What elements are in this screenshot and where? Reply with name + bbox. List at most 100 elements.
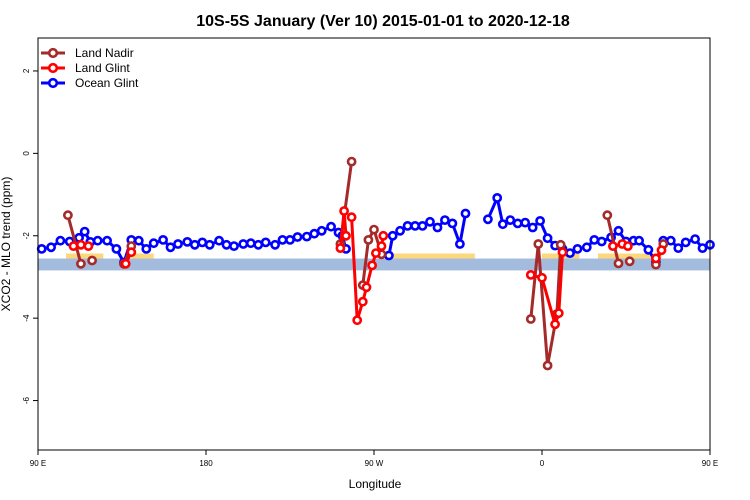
ocean-glint-point [581, 242, 592, 253]
ocean-glint-point [270, 239, 280, 250]
land-glint-point [651, 253, 661, 264]
ocean-glint-point [535, 215, 545, 226]
axes: 90 E 180 90 W 0 90 E 2 0 -2 -4 -6 [22, 68, 718, 468]
land-nadir-point [533, 239, 544, 249]
ocean-glint-point [36, 243, 47, 254]
x-tick-label: 180 [199, 459, 213, 468]
land-glint-point [68, 241, 79, 251]
land-glint-point [557, 247, 568, 258]
land-nadir-point [542, 360, 553, 371]
land-nadir-point [613, 258, 624, 269]
land-nadir-line [66, 214, 83, 265]
ocean-glint-point [395, 225, 405, 236]
ocean-glint-point [79, 226, 90, 237]
land-glint-point [83, 241, 94, 251]
land-glint-point [656, 245, 667, 256]
ocean-glint-point [634, 235, 644, 246]
ocean-glint-point [245, 238, 256, 249]
ocean-glint-point [497, 219, 508, 230]
land-nadir-point [76, 258, 86, 269]
land-glint-point [335, 243, 346, 253]
ocean-glint-point [572, 243, 583, 254]
ocean-glint-point [158, 234, 168, 245]
land-nadir-point [624, 256, 635, 267]
ocean-glint-point [387, 230, 398, 241]
ocean-glint-point [690, 234, 700, 244]
land-nadir-point [369, 224, 379, 235]
ocean-glint-point [520, 217, 531, 228]
ocean-glint-point [492, 192, 503, 203]
ocean-glint-point [527, 222, 538, 233]
plot-area [36, 156, 715, 371]
ocean-glint-point [173, 239, 183, 249]
ocean-glint-point [482, 214, 493, 225]
land-glint-point [346, 212, 357, 223]
y-tick-label: -2 [22, 232, 31, 240]
legend-marker-ocean-glint [47, 77, 59, 89]
ocean-glint-point [277, 234, 288, 245]
land-nadir-line [605, 214, 620, 264]
land-glint-point [608, 241, 618, 251]
ocean-glint-point [505, 215, 516, 225]
land-nadir-point [87, 255, 97, 266]
ocean-glint-point [402, 220, 413, 231]
x-tick-label: 90 E [702, 459, 718, 468]
ocean-glint-point [92, 235, 103, 246]
land-glint-point [352, 315, 363, 326]
land-glint-point [120, 258, 131, 269]
ocean-glint-point [432, 222, 443, 233]
ocean-glint-point [292, 232, 303, 242]
land-glint-point [553, 308, 564, 319]
legend-label-land-nadir: Land Nadir [75, 46, 134, 60]
x-tick-label: 90 W [365, 459, 384, 468]
ocean-glint-point [133, 235, 144, 246]
ocean-glint-point [46, 242, 56, 253]
ocean-glint-point [260, 237, 271, 248]
ocean-glint-point [439, 215, 450, 225]
ocean-glint-point [665, 235, 676, 246]
ocean-glint-point [285, 234, 295, 245]
land-glint-point [370, 248, 381, 258]
land-glint-point [378, 230, 389, 241]
legend-marker-land-glint [47, 62, 59, 74]
ocean-glint-point [680, 237, 691, 248]
land-nadir-point [602, 210, 613, 221]
ocean-glint-point [673, 243, 684, 253]
x-tick-label: 90 E [30, 459, 46, 468]
land-glint-point [76, 239, 86, 250]
ocean-glint-point [182, 236, 193, 247]
ocean-glint-point [141, 243, 152, 254]
ocean-glint-point [111, 243, 122, 254]
y-tick-label: 2 [22, 68, 31, 73]
land-glint-point [537, 272, 547, 283]
ocean-glint-point [55, 235, 66, 246]
land-nadir-point [525, 314, 536, 324]
chart-title: 10S-5S January (Ver 10) 2015-01-01 to 20… [196, 13, 570, 30]
ocean-glint-point [417, 220, 428, 231]
ocean-glint-point [460, 208, 471, 219]
land-glint-point [341, 230, 351, 241]
land-nadir-point [555, 239, 566, 250]
ocean-glint-point [326, 221, 336, 232]
ocean-glint-point [425, 216, 435, 227]
land-glint-point [376, 241, 387, 251]
ocean-glint-point [229, 241, 239, 251]
y-tick-label: -6 [22, 396, 31, 404]
ocean-glint-point [189, 239, 200, 250]
land-glint-point [367, 260, 377, 271]
ocean-glint-point [238, 239, 249, 249]
ocean-glint-point [102, 235, 112, 246]
ocean-glint-point [542, 233, 553, 244]
ocean-glint-point [589, 234, 600, 245]
land-glint-point [525, 269, 536, 280]
x-axis-label: Longitude [349, 477, 402, 491]
y-tick-label: 0 [22, 151, 31, 156]
ocean-glint-point [643, 244, 654, 255]
ocean-glint-point [165, 242, 176, 253]
land-glint-point [357, 296, 368, 307]
land-glint-point [339, 206, 349, 216]
x-tick-label: 0 [540, 459, 545, 468]
y-tick-label: -4 [22, 314, 31, 322]
legend-label-land-glint: Land Glint [75, 61, 130, 75]
